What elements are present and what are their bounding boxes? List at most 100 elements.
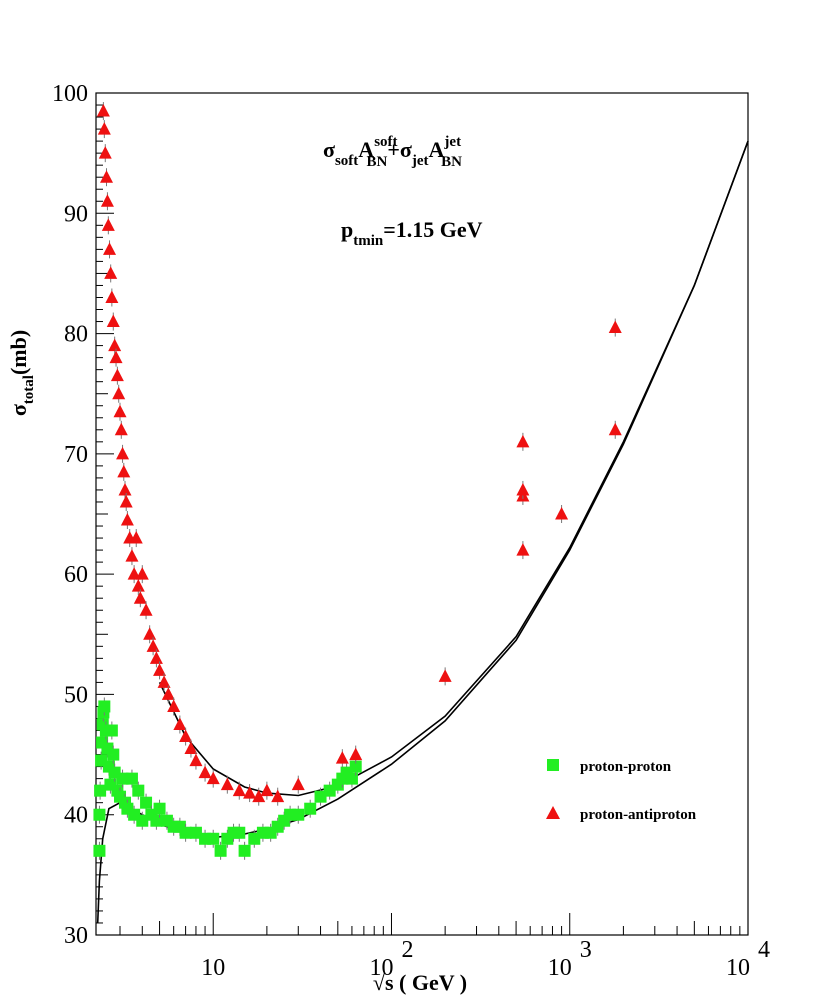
point-proton-antiproton (173, 717, 187, 730)
point-proton-proton (207, 832, 220, 845)
point-proton-antiproton (119, 494, 133, 508)
point-proton-antiproton (198, 765, 212, 779)
point-proton-antiproton (109, 350, 123, 364)
point-proton-antiproton (125, 549, 139, 562)
point-proton-proton (304, 802, 317, 815)
y-tick-label: 100 (52, 81, 88, 107)
point-proton-antiproton (206, 771, 220, 785)
point-proton-antiproton (110, 368, 124, 382)
point-proton-antiproton (232, 783, 246, 797)
point-proton-antiproton (112, 386, 126, 400)
point-proton-proton (214, 844, 227, 857)
point-proton-proton (233, 826, 246, 839)
point-proton-antiproton (189, 753, 203, 767)
point-proton-antiproton (608, 422, 622, 436)
point-proton-antiproton (106, 314, 120, 328)
point-proton-antiproton (120, 513, 134, 526)
x-axis: 10 10 2 10 3 10 4 (119, 913, 770, 981)
legend-label-proton-antiproton: proton-antiproton (580, 807, 697, 823)
point-proton-antiproton (116, 446, 130, 460)
point-proton-antiproton (220, 777, 234, 791)
fit-curve-proton-antiproton (158, 140, 749, 797)
point-proton-proton (153, 802, 166, 815)
y-tick-label: 50 (64, 682, 88, 708)
point-proton-proton (150, 814, 163, 827)
y-tick-label: 30 (64, 923, 88, 949)
point-proton-antiproton (271, 789, 285, 803)
point-proton-antiproton (260, 783, 274, 797)
point-proton-proton (292, 808, 305, 821)
point-proton-antiproton (516, 482, 530, 496)
point-proton-antiproton (113, 404, 127, 418)
y-axis-label: σtotal(mb) (6, 330, 37, 416)
point-proton-antiproton (97, 122, 111, 135)
point-proton-antiproton (179, 729, 193, 743)
point-proton-antiproton (516, 434, 530, 448)
point-proton-antiproton (114, 422, 128, 436)
point-proton-proton (189, 826, 202, 839)
point-proton-antiproton (161, 687, 175, 700)
point-proton-antiproton (105, 290, 119, 303)
point-proton-antiproton (133, 591, 147, 604)
point-proton-antiproton (438, 669, 452, 682)
point-proton-antiproton (291, 777, 305, 791)
point-proton-proton (107, 748, 120, 761)
point-proton-proton (94, 784, 107, 797)
ptmin-annotation: ptmin=1.15 GeV (341, 217, 483, 249)
point-proton-proton (93, 808, 106, 821)
point-proton-proton (140, 796, 153, 809)
point-proton-antiproton (104, 266, 118, 279)
svg-text:ptmin=1.15 GeV: ptmin=1.15 GeV (341, 217, 483, 249)
point-proton-antiproton (117, 464, 131, 478)
x-tick-label: 10 (726, 955, 750, 981)
point-proton-antiproton (157, 675, 171, 688)
point-proton-antiproton (118, 482, 132, 496)
point-proton-antiproton (143, 627, 157, 640)
point-proton-antiproton (100, 194, 114, 207)
y-tick-label: 40 (64, 803, 88, 829)
point-proton-antiproton (135, 567, 149, 580)
point-proton-antiproton (335, 751, 349, 764)
y-tick-label: 70 (64, 442, 88, 468)
point-proton-antiproton (129, 531, 143, 544)
point-proton-antiproton (101, 218, 115, 231)
x-tick-exponent: 2 (401, 937, 413, 963)
point-proton-antiproton (146, 639, 160, 652)
legend-marker-proton-proton (547, 759, 559, 771)
point-proton-proton (98, 700, 111, 713)
point-proton-proton (349, 760, 362, 773)
point-proton-proton (132, 784, 145, 797)
point-proton-antiproton (167, 699, 181, 712)
legend: proton-proton proton-antiproton (546, 759, 697, 823)
legend-marker-proton-antiproton (546, 806, 560, 819)
y-tick-label: 90 (64, 201, 88, 227)
point-proton-proton (125, 772, 138, 785)
fit-curves (96, 140, 749, 924)
point-proton-proton (105, 724, 118, 737)
data-points (93, 102, 622, 860)
point-proton-antiproton (243, 786, 257, 799)
x-axis-label: √s ( GeV ) (373, 970, 467, 995)
point-proton-antiproton (184, 741, 198, 755)
y-tick-label: 60 (64, 562, 88, 588)
x-tick-label: 10 (369, 955, 393, 981)
point-proton-antiproton (153, 663, 167, 676)
point-proton-antiproton (252, 789, 266, 803)
point-proton-antiproton (127, 567, 141, 580)
point-proton-antiproton (131, 579, 145, 592)
point-proton-proton (93, 844, 106, 857)
legend-label-proton-proton: proton-proton (580, 759, 672, 775)
point-proton-antiproton (349, 747, 363, 761)
x-tick-label: 10 (548, 955, 572, 981)
point-proton-proton (136, 814, 149, 827)
point-proton-antiproton (108, 338, 122, 352)
formula-annotation: σsoftAsoft BN+σjetAjet BN (323, 134, 462, 170)
x-tick-exponent: 3 (580, 937, 592, 963)
point-proton-proton (345, 772, 358, 785)
point-proton-antiproton (555, 507, 569, 520)
y-tick-label: 80 (64, 322, 88, 348)
point-proton-proton (116, 772, 129, 785)
point-proton-antiproton (100, 170, 114, 183)
